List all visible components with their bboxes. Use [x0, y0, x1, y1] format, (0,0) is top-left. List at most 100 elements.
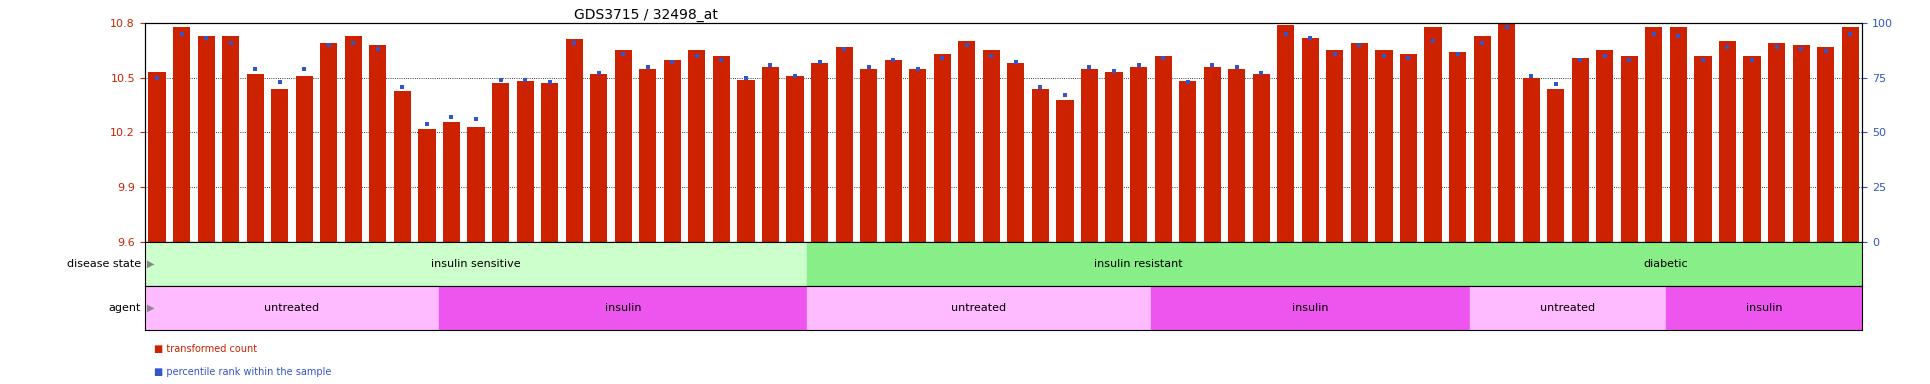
Text: untreated: untreated [1540, 303, 1596, 313]
Bar [345, 36, 363, 242]
Point [461, 116, 492, 122]
Point [436, 114, 467, 120]
Point [1639, 31, 1669, 37]
Bar [1301, 38, 1318, 242]
Bar [1471, 286, 1666, 330]
Point [1222, 64, 1253, 70]
Bar [786, 76, 803, 242]
Text: insulin sensitive: insulin sensitive [430, 259, 521, 269]
Bar [712, 56, 730, 242]
Point [1123, 61, 1154, 68]
Bar [807, 286, 1150, 330]
Point [901, 66, 934, 72]
Point [1025, 83, 1056, 89]
Bar [440, 286, 807, 330]
Point [706, 57, 737, 63]
Point [878, 57, 909, 63]
Point [1492, 24, 1523, 30]
Bar [1621, 56, 1639, 242]
Bar [1376, 50, 1393, 242]
Point [926, 55, 957, 61]
Point [1664, 33, 1695, 39]
Text: ▶: ▶ [147, 303, 154, 313]
Bar [884, 60, 901, 242]
Point [560, 40, 591, 46]
Text: insulin: insulin [604, 303, 641, 313]
Point [1760, 44, 1791, 50]
Point [1835, 31, 1866, 37]
Text: ■ percentile rank within the sample: ■ percentile rank within the sample [154, 367, 332, 377]
Bar [1548, 89, 1565, 242]
Point [583, 70, 614, 76]
Text: insulin: insulin [1291, 303, 1328, 313]
Text: ▶: ▶ [147, 259, 154, 269]
Bar [467, 127, 484, 242]
Point [1368, 53, 1399, 59]
Bar [689, 50, 706, 242]
Point [805, 60, 836, 66]
Bar [762, 67, 780, 242]
Bar [149, 72, 166, 242]
Bar [1666, 286, 1862, 330]
Point [484, 77, 515, 83]
Point [633, 64, 664, 70]
Text: untreated: untreated [264, 303, 320, 313]
Bar [811, 63, 828, 242]
Point [1343, 42, 1374, 48]
Point [1320, 51, 1351, 57]
Bar [1129, 67, 1146, 242]
Bar [1571, 58, 1588, 242]
Point [290, 66, 320, 72]
Bar [982, 50, 1000, 242]
Bar [591, 74, 608, 242]
Text: GDS3715 / 32498_at: GDS3715 / 32498_at [575, 8, 718, 22]
Bar [1399, 54, 1417, 242]
Bar [1253, 74, 1270, 242]
Bar [174, 27, 191, 242]
Bar [442, 122, 459, 242]
Bar [1204, 67, 1222, 242]
Point [1270, 31, 1301, 37]
Bar [1007, 63, 1025, 242]
Bar [1154, 56, 1172, 242]
Point [386, 83, 419, 89]
Point [608, 51, 639, 57]
Bar [565, 40, 583, 242]
Bar [1081, 69, 1098, 242]
Point [1540, 81, 1571, 88]
Bar [270, 89, 288, 242]
Point [1687, 57, 1718, 63]
Point [1590, 53, 1621, 59]
Bar [419, 129, 436, 242]
Bar [1743, 56, 1760, 242]
Bar [517, 81, 535, 242]
Bar [540, 83, 558, 242]
Point [828, 46, 859, 52]
Point [1295, 35, 1326, 41]
Point [1148, 55, 1179, 61]
Point [1098, 68, 1129, 74]
Point [780, 73, 811, 79]
Point [1737, 57, 1768, 63]
Text: ■ transformed count: ■ transformed count [154, 344, 257, 354]
Bar [1424, 27, 1442, 242]
Point [656, 60, 687, 66]
Bar [1449, 52, 1467, 242]
Point [1515, 73, 1546, 79]
Bar [1473, 36, 1490, 242]
Point [755, 61, 786, 68]
Text: agent: agent [108, 303, 141, 313]
Bar [1326, 50, 1343, 242]
Bar [1720, 41, 1737, 242]
Bar [909, 69, 926, 242]
Text: insulin resistant: insulin resistant [1094, 259, 1183, 269]
Point [363, 46, 394, 52]
Point [239, 66, 270, 72]
Point [1810, 48, 1841, 55]
Point [264, 79, 295, 85]
Bar [1179, 81, 1197, 242]
Point [216, 40, 247, 46]
Point [1050, 92, 1081, 98]
Point [1417, 38, 1448, 44]
Bar [1669, 27, 1687, 242]
